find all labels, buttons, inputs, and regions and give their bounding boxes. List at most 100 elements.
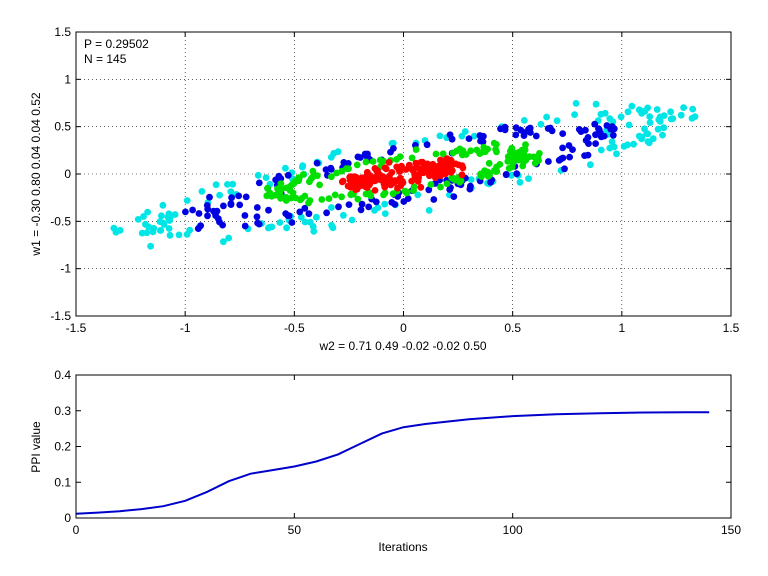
scatter-point xyxy=(571,111,578,118)
scatter-point xyxy=(362,190,370,198)
scatter-point xyxy=(195,210,203,217)
scatter-point xyxy=(630,140,637,148)
scatter-point xyxy=(353,174,360,181)
scatter-point xyxy=(328,204,335,211)
scatter-point xyxy=(323,209,330,217)
scatter-point xyxy=(575,125,583,133)
scatter-point xyxy=(517,126,525,134)
scatter-point xyxy=(253,204,261,211)
scatter-point xyxy=(277,175,285,183)
scatter-point xyxy=(389,190,397,198)
scatter-point xyxy=(465,135,473,143)
scatter-point xyxy=(306,218,314,226)
scatter-point xyxy=(518,146,526,154)
scatter-ytick-label: 0 xyxy=(64,167,71,181)
scatter-point xyxy=(175,231,183,239)
scatter-point xyxy=(443,180,451,188)
scatter-point xyxy=(301,204,309,212)
scatter-point xyxy=(691,113,699,120)
scatter-point xyxy=(204,205,212,213)
scatter-point xyxy=(425,186,433,194)
scatter-point xyxy=(492,146,499,153)
scatter-point xyxy=(531,159,539,167)
scatter-point xyxy=(371,187,379,194)
scatter-point xyxy=(198,188,206,195)
scatter-point xyxy=(620,142,628,150)
scatter-xtick-label: 1.5 xyxy=(723,321,740,335)
scatter-point xyxy=(514,155,522,163)
scatter-point xyxy=(649,135,657,143)
scatter-point xyxy=(194,225,202,233)
scatter-point xyxy=(582,126,589,134)
scatter-point xyxy=(338,193,345,201)
scatter-point xyxy=(606,144,614,152)
annotation-p: P = 0.29502 xyxy=(84,37,149,51)
scatter-point xyxy=(412,146,420,154)
scatter-ytick-label: 0.5 xyxy=(54,120,71,134)
scatter-point xyxy=(306,178,313,186)
scatter-point xyxy=(520,117,528,124)
scatter-point xyxy=(166,231,174,239)
scatter-point xyxy=(165,225,173,232)
scatter-point xyxy=(408,177,416,185)
scatter-ticks: -1.5 -1 -0.5 0 0.5 1 1.5 -1.5 -1 -0.5 0 0.5 1 1.5 xyxy=(50,25,739,335)
line-plot-area xyxy=(75,374,732,519)
scatter-xtick-label: -1 xyxy=(180,321,191,335)
scatter-point xyxy=(241,212,249,219)
scatter-point xyxy=(493,163,500,171)
scatter-point xyxy=(358,200,366,208)
scatter-point xyxy=(388,177,396,184)
scatter-point xyxy=(280,194,288,202)
scatter-point xyxy=(436,132,444,140)
scatter-point xyxy=(156,227,164,234)
scatter-point xyxy=(543,113,550,121)
scatter-point xyxy=(659,131,666,139)
scatter-point xyxy=(526,124,534,132)
scatter-point xyxy=(183,197,191,204)
scatter-point xyxy=(216,191,224,199)
scatter-point xyxy=(364,150,371,158)
scatter-point xyxy=(613,150,620,158)
line-xtick-label: 50 xyxy=(288,523,302,537)
scatter-point xyxy=(313,159,321,167)
scatter-point xyxy=(262,174,270,182)
scatter-point xyxy=(466,185,474,193)
scatter-point xyxy=(381,200,389,208)
scatter-point xyxy=(432,150,440,158)
scatter-point xyxy=(333,169,340,177)
scatter-point xyxy=(301,218,309,226)
scatter-point xyxy=(395,166,403,174)
scatter-point xyxy=(276,219,284,226)
scatter-point xyxy=(394,184,401,192)
scatter-point xyxy=(553,117,561,125)
line-ticks: 0 50 100 150 0 0.1 0.2 0.3 0.4 xyxy=(54,368,741,537)
scatter-point xyxy=(592,131,599,139)
scatter-point xyxy=(437,183,444,191)
scatter-xtick-label: -1.5 xyxy=(66,321,87,335)
scatter-point xyxy=(597,133,605,141)
scatter-point xyxy=(479,138,487,146)
scatter-point xyxy=(591,120,599,128)
scatter-point xyxy=(483,170,491,178)
scatter-point xyxy=(276,188,284,196)
scatter-point xyxy=(328,173,335,181)
scatter-point xyxy=(381,210,389,218)
scatter-point xyxy=(654,125,662,133)
scatter-point xyxy=(353,161,361,169)
scatter-point xyxy=(206,193,213,201)
scatter-point xyxy=(534,153,542,161)
scatter-point xyxy=(450,193,458,201)
scatter-point xyxy=(420,167,428,175)
scatter-point xyxy=(213,207,221,215)
scatter-point xyxy=(235,192,243,200)
scatter-point xyxy=(268,223,276,231)
scatter-point xyxy=(381,164,389,172)
scatter-point xyxy=(504,158,512,165)
scatter-point xyxy=(501,123,509,131)
scatter-point xyxy=(227,201,235,209)
scatter-point xyxy=(677,111,685,119)
scatter-point xyxy=(423,141,431,149)
scatter-point xyxy=(241,222,249,230)
scatter-point xyxy=(313,213,320,221)
